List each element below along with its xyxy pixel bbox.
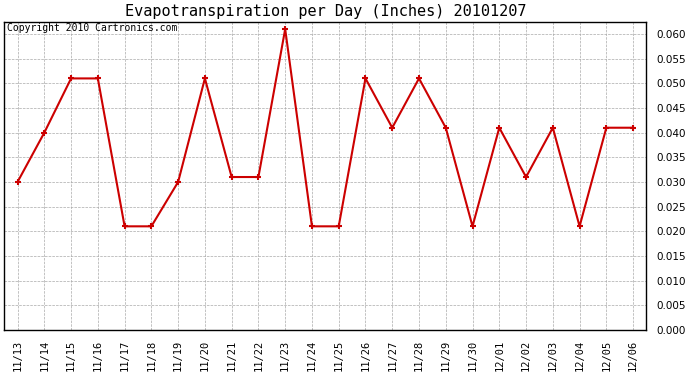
Title: Evapotranspiration per Day (Inches) 20101207: Evapotranspiration per Day (Inches) 2010… bbox=[125, 4, 526, 19]
Text: Copyright 2010 Cartronics.com: Copyright 2010 Cartronics.com bbox=[8, 23, 178, 33]
